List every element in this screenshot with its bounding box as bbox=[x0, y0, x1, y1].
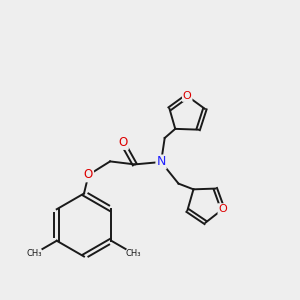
Text: N: N bbox=[156, 155, 166, 169]
Text: O: O bbox=[119, 136, 128, 149]
Text: O: O bbox=[183, 91, 192, 101]
Text: O: O bbox=[84, 168, 93, 182]
Text: CH₃: CH₃ bbox=[27, 249, 42, 258]
Text: CH₃: CH₃ bbox=[126, 249, 141, 258]
Text: O: O bbox=[218, 204, 227, 214]
